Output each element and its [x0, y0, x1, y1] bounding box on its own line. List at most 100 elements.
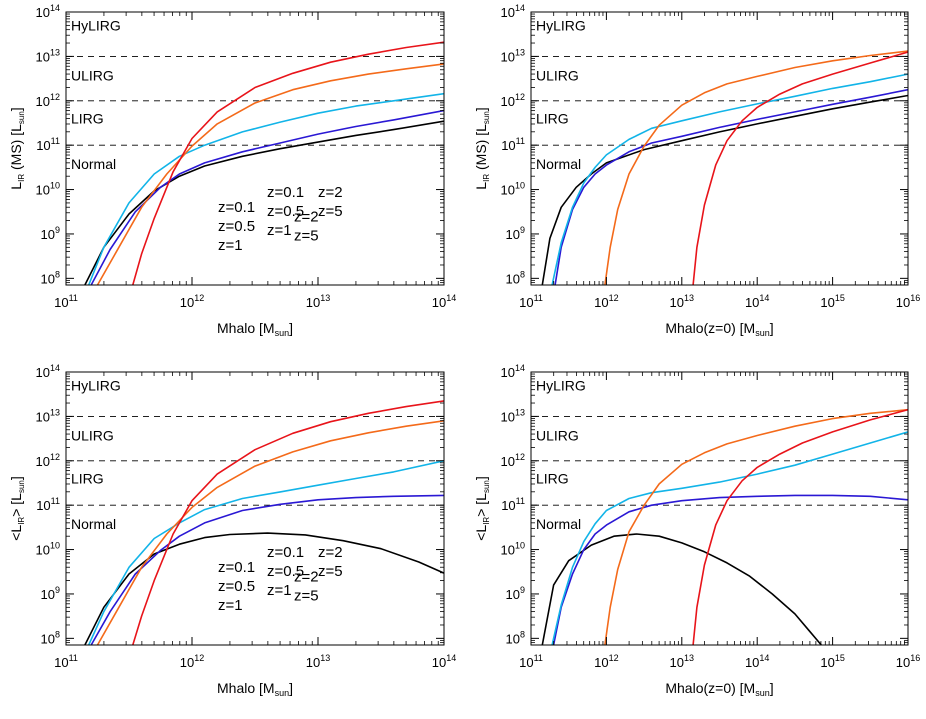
- series-line-z-0-5: [554, 88, 908, 285]
- x-tick-label: 1011: [519, 653, 543, 670]
- y-tick-label: 1013: [36, 47, 60, 64]
- legend-entry: z=1: [267, 222, 292, 239]
- x-tick-label: 1016: [896, 653, 920, 670]
- y-tick-label: 1011: [36, 496, 60, 513]
- y-axis-label: <LIR> [Lsun]: [8, 476, 26, 541]
- x-tick-label: 1014: [745, 293, 769, 310]
- x-tick-label: 1012: [594, 293, 618, 310]
- legend-entry: z=0.5: [267, 203, 304, 220]
- x-tick-label: 1011: [54, 653, 78, 670]
- region-label: HyLIRG: [536, 377, 586, 393]
- x-axis-label: Mhalo(z=0) [Msun]: [665, 680, 773, 698]
- y-tick-label: 1010: [36, 541, 60, 558]
- series-line-z-2: [604, 408, 908, 645]
- y-tick-label: 1012: [501, 452, 525, 469]
- legend-entry: z=2: [294, 209, 319, 226]
- y-axis-label: LIR (MS) [Lsun]: [8, 107, 26, 189]
- y-tick-label: 1013: [501, 407, 525, 424]
- region-label: HyLIRG: [71, 17, 121, 33]
- plot-frame: [65, 11, 445, 286]
- x-tick-label: 1016: [896, 293, 920, 310]
- series-line-z-5: [692, 408, 908, 645]
- y-tick-label: 1011: [36, 136, 60, 153]
- region-label: LIRG: [536, 111, 569, 127]
- chart-panel-1: HyLIRG ULIRG LIRG Normal 1011 1012 1013 1014 108…: [8, 3, 456, 338]
- legend-entry: z=0.1: [267, 184, 304, 201]
- series-line-z-0-1: [84, 120, 444, 285]
- region-label: Normal: [71, 156, 116, 172]
- y-tick-label: 1010: [501, 181, 525, 198]
- x-tick-label: 1013: [670, 293, 694, 310]
- series-line-z-2: [96, 420, 444, 645]
- series-line-z-1: [551, 431, 908, 645]
- region-label: Normal: [536, 516, 581, 532]
- series-line-z-5: [132, 400, 444, 645]
- legend-entry: z=0.5: [218, 218, 255, 235]
- x-axis-label: Mhalo(z=0) [Msun]: [665, 320, 773, 338]
- series-line-z-0-5: [552, 494, 908, 645]
- legend-entry: z=5: [318, 563, 343, 580]
- y-tick-label: 1012: [36, 452, 60, 469]
- x-axis-label: Mhalo [Msun]: [217, 680, 293, 698]
- region-label: ULIRG: [71, 427, 114, 443]
- x-axis-label: Mhalo [Msun]: [217, 320, 293, 338]
- series-line-z-0-1: [541, 94, 908, 285]
- series-line-z-5: [132, 41, 444, 285]
- plot-frame: [530, 11, 909, 286]
- region-label: ULIRG: [536, 427, 579, 443]
- series-line-z-1: [87, 460, 444, 645]
- y-tick-label: 108: [506, 629, 525, 646]
- y-tick-label: 109: [41, 225, 60, 242]
- region-label: LIRG: [71, 471, 104, 487]
- plot-frame: [65, 371, 445, 646]
- y-tick-label: 109: [41, 585, 60, 602]
- x-tick-label: 1012: [180, 653, 204, 670]
- series-line-z-1: [87, 92, 444, 285]
- y-tick-label: 1014: [501, 363, 525, 380]
- x-tick-label: 1015: [820, 293, 844, 310]
- legend-entry: z=2: [318, 544, 343, 561]
- y-tick-label: 108: [506, 269, 525, 286]
- x-tick-label: 1012: [594, 653, 618, 670]
- region-label: Normal: [71, 516, 116, 532]
- region-label: ULIRG: [536, 67, 579, 83]
- x-tick-label: 1014: [432, 293, 456, 310]
- x-tick-label: 1012: [180, 293, 204, 310]
- x-tick-label: 1013: [306, 653, 330, 670]
- y-tick-label: 1013: [501, 47, 525, 64]
- y-tick-label: 1014: [36, 3, 60, 20]
- region-label: LIRG: [71, 111, 104, 127]
- y-axis-label: LIR (MS) [Lsun]: [473, 107, 491, 189]
- series-line-z-0-5: [90, 109, 444, 285]
- legend-entry: z=0.1: [267, 544, 304, 561]
- series-line-z-1: [551, 73, 908, 285]
- legend-entry: z=1: [267, 582, 292, 599]
- legend-entry: z=5: [294, 588, 319, 605]
- y-tick-label: 108: [41, 269, 60, 286]
- y-tick-label: 1010: [501, 541, 525, 558]
- x-tick-label: 1014: [745, 653, 769, 670]
- legend-entry: z=2: [318, 184, 343, 201]
- y-tick-label: 1012: [36, 92, 60, 109]
- region-label: Normal: [536, 156, 581, 172]
- series-line-z-2: [96, 63, 444, 285]
- series-line-z-5: [692, 51, 908, 285]
- y-tick-label: 109: [506, 585, 525, 602]
- plot-frame: [530, 371, 909, 646]
- x-tick-label: 1014: [432, 653, 456, 670]
- legend-entry: z=0.5: [218, 578, 255, 595]
- chart-panel-2: HyLIRG ULIRG LIRG Normal 1011 1012 1013 1014 101…: [267, 3, 920, 338]
- x-tick-label: 1013: [306, 293, 330, 310]
- legend-entry: z=0.1: [218, 559, 255, 576]
- y-tick-label: 108: [41, 629, 60, 646]
- region-label: HyLIRG: [536, 17, 586, 33]
- x-tick-label: 1011: [54, 293, 78, 310]
- series-line-z-2: [604, 50, 908, 285]
- series-line-z-0-5: [90, 494, 444, 645]
- y-axis-label: <LIR> [Lsun]: [473, 476, 491, 541]
- chart-panel-3: HyLIRG ULIRG LIRG Normal 1011 1012 1013 1014 108…: [8, 363, 456, 698]
- y-tick-label: 1011: [501, 496, 525, 513]
- series-line-z-0-1: [541, 533, 822, 645]
- legend-entry: z=5: [294, 228, 319, 245]
- x-tick-label: 1011: [519, 293, 543, 310]
